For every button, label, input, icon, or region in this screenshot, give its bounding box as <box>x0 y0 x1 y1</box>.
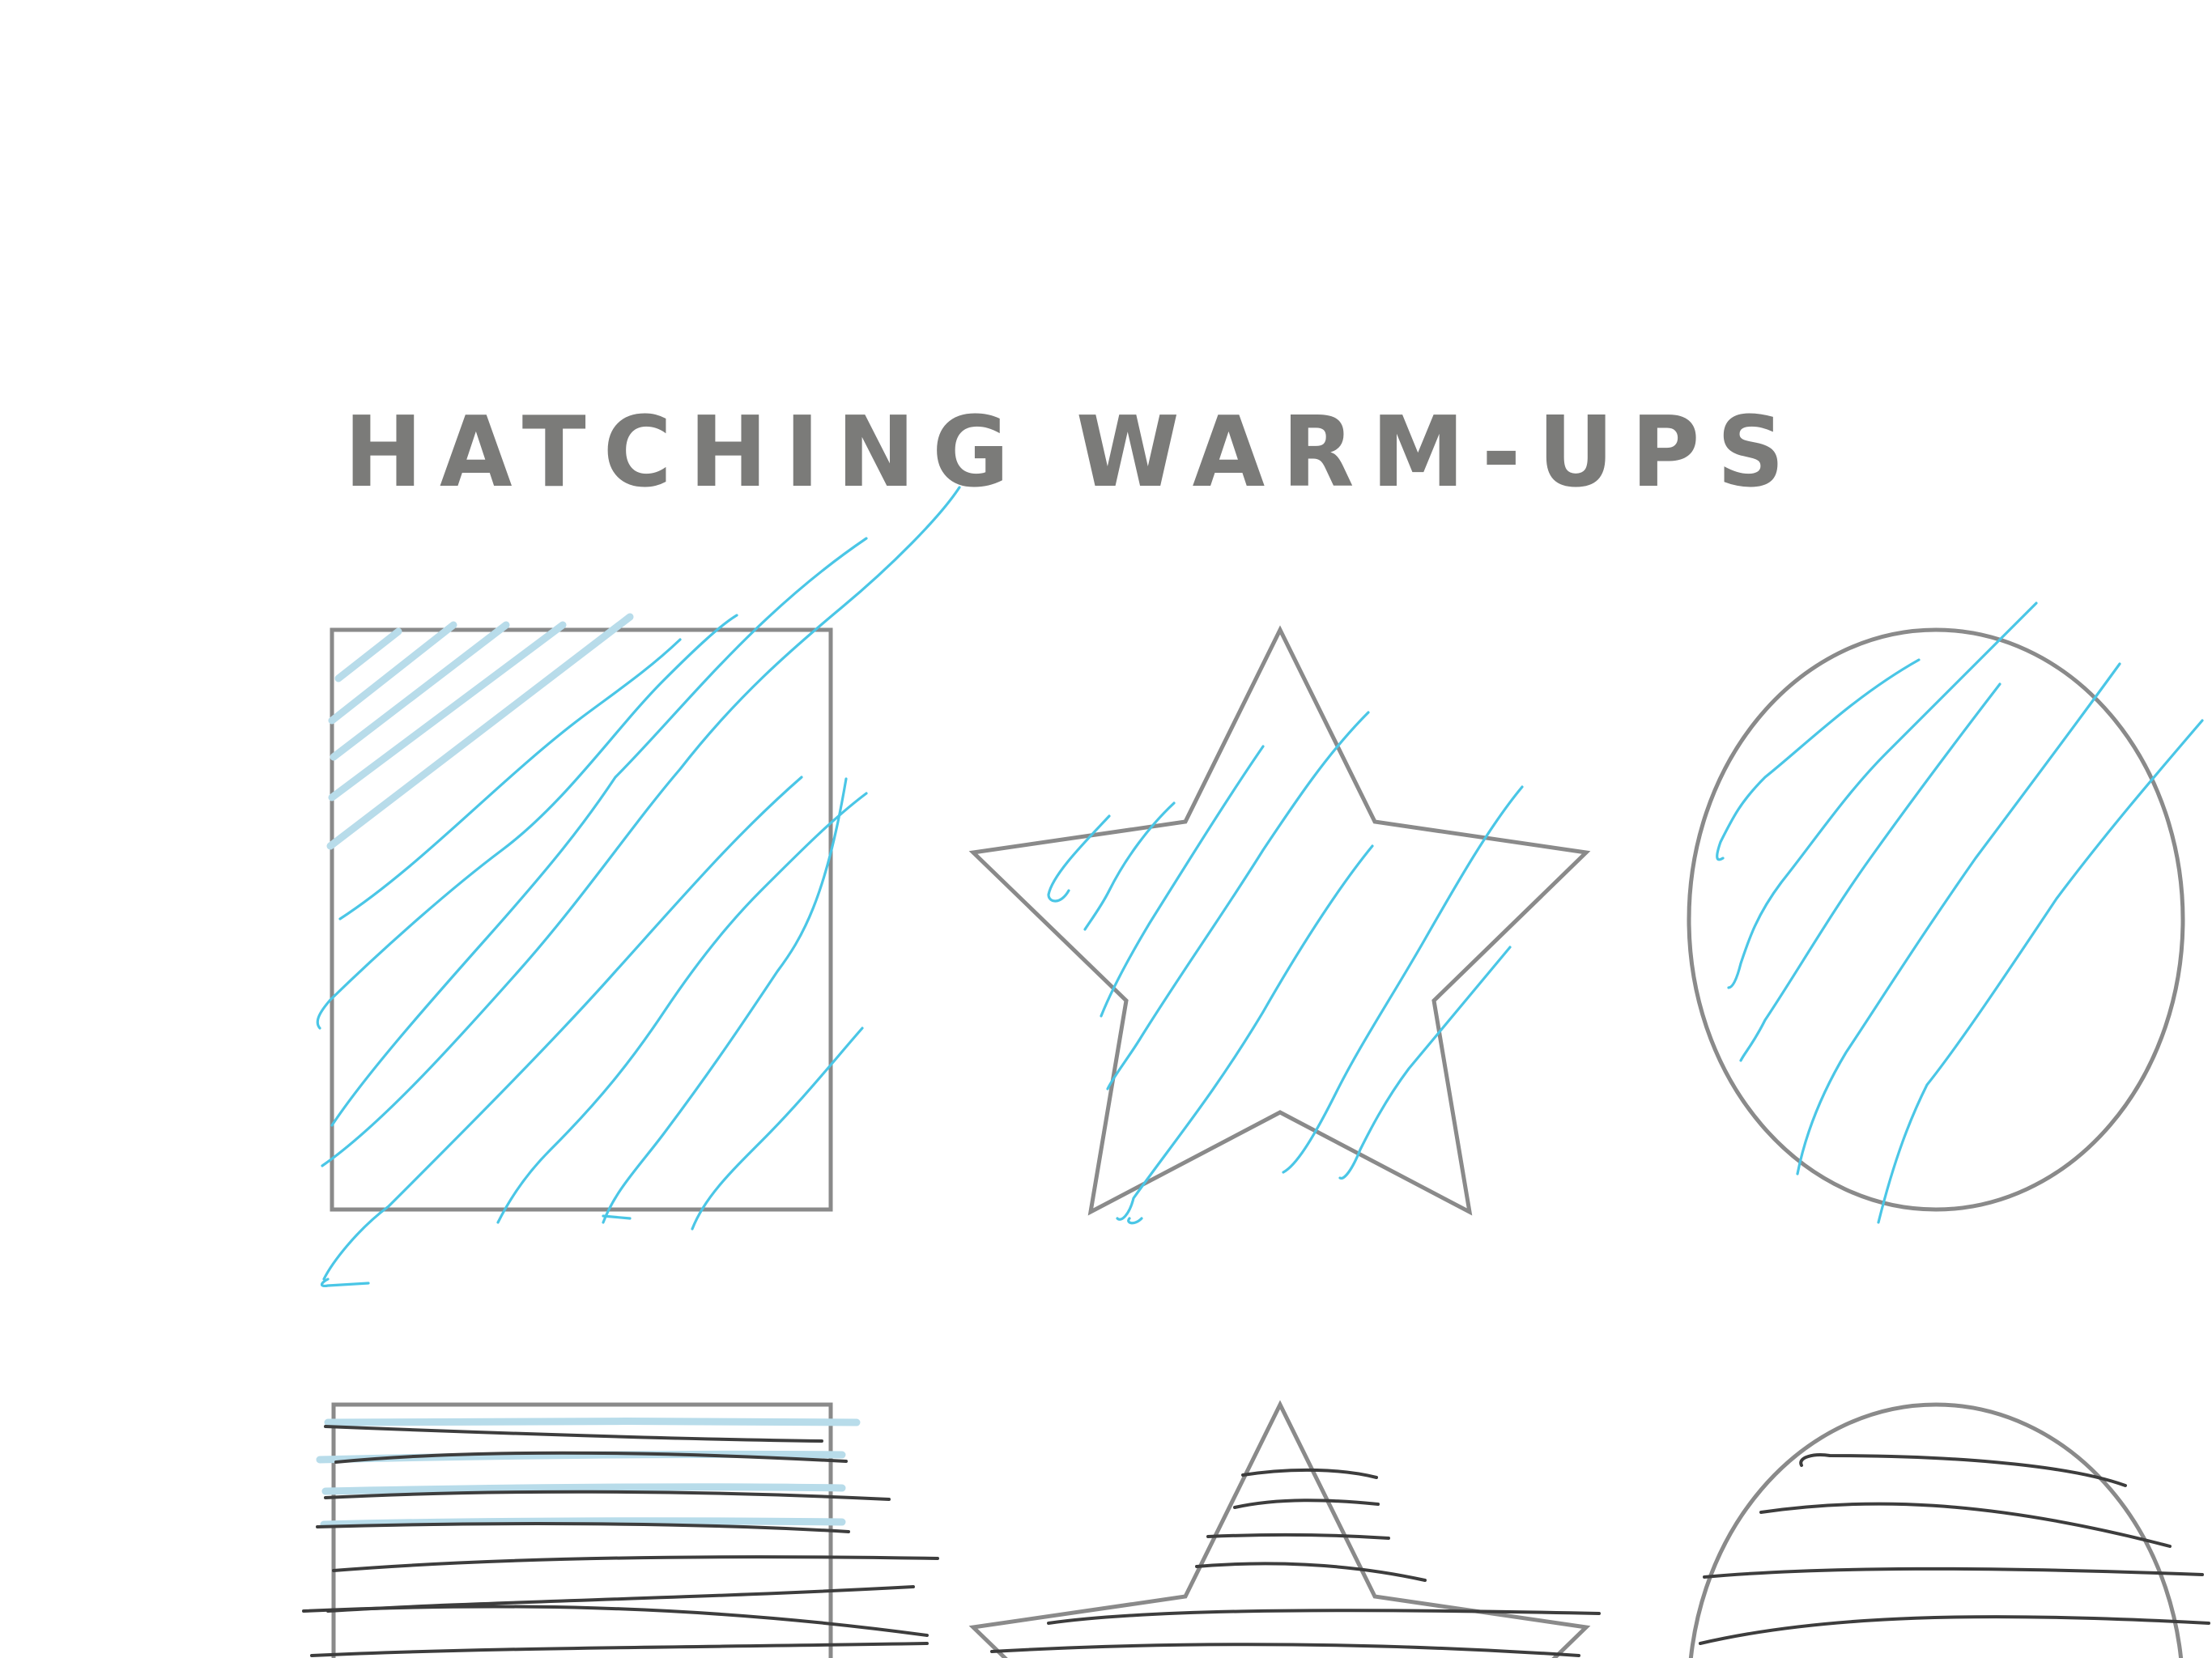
ellipse-diagonal-hatch <box>1687 602 2204 1224</box>
square-outline <box>331 1402 833 1658</box>
blue-hatch-strokes <box>1047 711 1524 1225</box>
square-diagonal-hatch <box>316 486 961 1288</box>
ellipse-outline <box>1688 1402 2184 1658</box>
star-outline <box>968 1400 1591 1658</box>
page-title: HATCHING WARM-UPS <box>344 397 1802 509</box>
ellipse-horizontal-hatch <box>1688 1402 2210 1658</box>
star-diagonal-hatch <box>968 625 1591 1225</box>
star-horizontal-hatch <box>968 1400 1601 1658</box>
blue-hatch-strokes <box>1716 602 2204 1224</box>
square-horizontal-hatch <box>302 1402 939 1658</box>
dark-hatch-strokes <box>990 1468 1601 1657</box>
hook-stroke <box>602 1214 632 1220</box>
light-hatch-strokes <box>326 613 634 850</box>
star-outline <box>968 625 1591 1216</box>
ellipse-outline <box>1687 627 2185 1212</box>
dark-hatch-strokes <box>302 1425 939 1657</box>
blue-hatch-strokes <box>316 486 961 1281</box>
dark-hatch-strokes <box>1699 1453 2210 1645</box>
hook-stroke <box>320 1278 370 1288</box>
square-outline <box>330 627 833 1212</box>
